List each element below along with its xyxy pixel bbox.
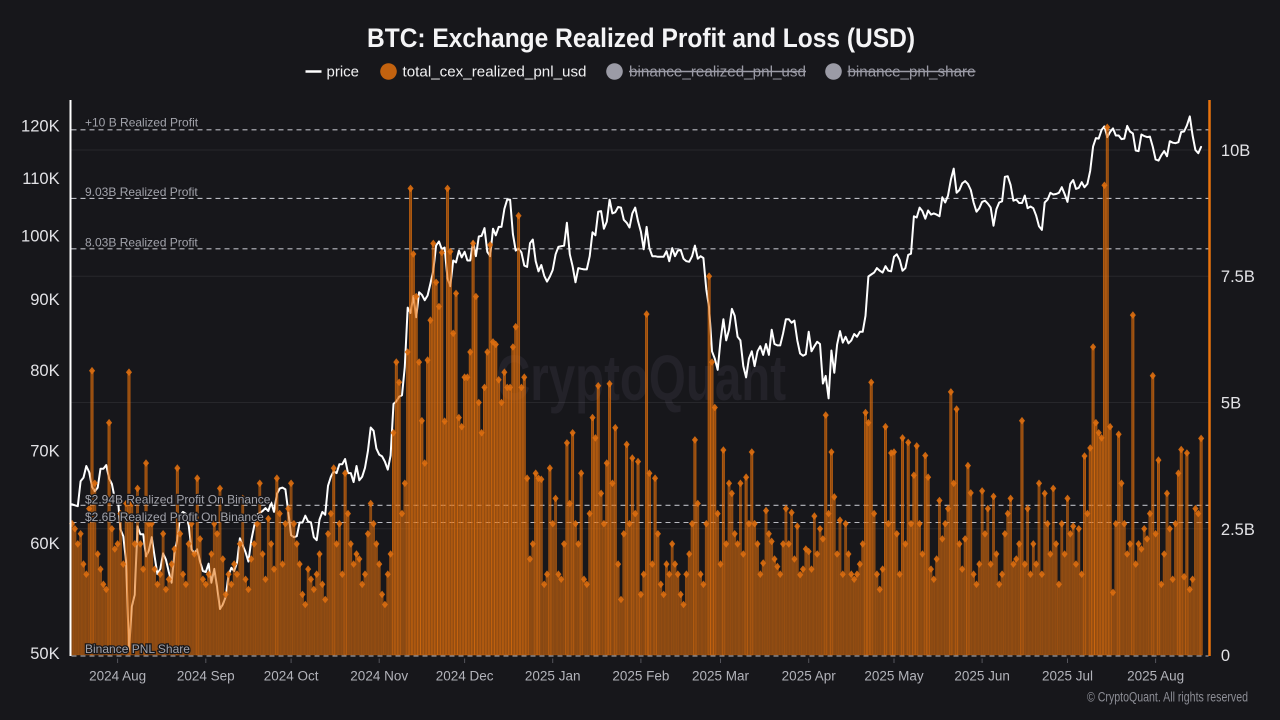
svg-text:2024 Dec: 2024 Dec [436,669,494,684]
svg-text:7.5B: 7.5B [1221,268,1255,286]
svg-text:CryptoQuant: CryptoQuant [496,342,786,414]
svg-text:Binance PNL Share: Binance PNL Share [85,642,190,656]
svg-text:70K: 70K [30,442,59,460]
svg-text:$2.6B Realized Profit On Binan: $2.6B Realized Profit On Binance [85,510,264,524]
svg-text:8.03B Realized Profit: 8.03B Realized Profit [85,236,198,250]
svg-text:2025 Apr: 2025 Apr [782,669,837,684]
svg-text:60K: 60K [30,535,59,553]
svg-text:50K: 50K [30,645,59,663]
svg-text:80K: 80K [30,362,59,380]
svg-text:2025 May: 2025 May [864,669,924,684]
svg-text:5B: 5B [1221,395,1241,413]
svg-text:2025 Jan: 2025 Jan [525,669,581,684]
svg-text:BTC: Exchange Realized Profit: BTC: Exchange Realized Profit and Loss (… [367,23,915,53]
svg-text:9.03B Realized Profit: 9.03B Realized Profit [85,185,198,199]
svg-text:$2.94B Realized Profit On Bina: $2.94B Realized Profit On Binance [85,493,271,507]
svg-text:10B: 10B [1221,142,1250,160]
svg-text:total_cex_realized_pnl_usd: total_cex_realized_pnl_usd [403,64,587,81]
svg-text:price: price [327,64,360,81]
svg-text:© CryptoQuant. All rights rese: © CryptoQuant. All rights reserved [1087,690,1248,705]
svg-text:2024 Nov: 2024 Nov [350,669,408,684]
svg-text:2025 Jul: 2025 Jul [1042,669,1093,684]
svg-text:100K: 100K [21,227,60,245]
svg-text:2025 Feb: 2025 Feb [612,669,669,684]
svg-text:2025 Mar: 2025 Mar [692,669,750,684]
svg-text:2024 Sep: 2024 Sep [177,669,235,684]
svg-text:120K: 120K [21,117,60,135]
svg-text:2025 Aug: 2025 Aug [1127,669,1184,684]
svg-text:2024 Aug: 2024 Aug [89,669,146,684]
svg-text:0: 0 [1221,647,1230,665]
svg-text:+10 B Realized Profit: +10 B Realized Profit [85,116,199,130]
svg-text:2025 Jun: 2025 Jun [954,669,1010,684]
svg-text:90K: 90K [30,291,59,309]
svg-text:2.5B: 2.5B [1221,521,1255,539]
svg-text:2024 Oct: 2024 Oct [264,669,319,684]
svg-text:110K: 110K [22,170,59,188]
